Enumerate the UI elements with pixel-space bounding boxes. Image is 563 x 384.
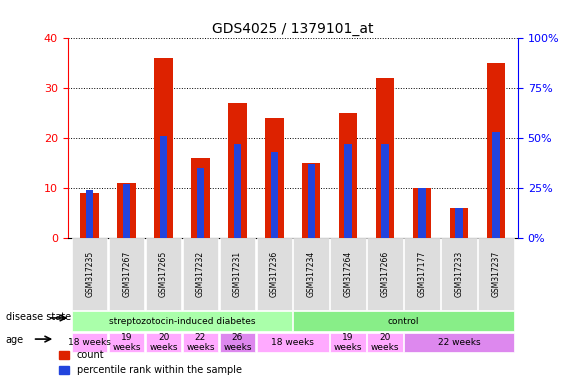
Bar [302, 163, 320, 238]
Bar [160, 136, 167, 238]
FancyBboxPatch shape [109, 333, 144, 352]
FancyBboxPatch shape [183, 238, 218, 310]
Text: GSM317265: GSM317265 [159, 251, 168, 297]
Text: streptozotocin-induced diabetes: streptozotocin-induced diabetes [109, 316, 255, 326]
FancyBboxPatch shape [146, 238, 181, 310]
Bar [234, 144, 241, 238]
FancyBboxPatch shape [404, 333, 513, 352]
Text: GSM317231: GSM317231 [233, 251, 242, 297]
Text: GSM317237: GSM317237 [491, 251, 501, 297]
Bar [450, 208, 468, 238]
Bar [191, 158, 209, 238]
FancyBboxPatch shape [367, 333, 403, 352]
Bar [197, 168, 204, 238]
Bar [418, 188, 426, 238]
Text: 22
weeks: 22 weeks [186, 333, 215, 352]
Text: GSM317234: GSM317234 [307, 251, 316, 297]
FancyBboxPatch shape [441, 238, 477, 310]
Text: GSM317233: GSM317233 [454, 251, 463, 297]
Text: 22 weeks: 22 weeks [437, 338, 480, 347]
Text: control: control [388, 316, 419, 326]
Text: GSM317235: GSM317235 [85, 251, 94, 297]
Title: GDS4025 / 1379101_at: GDS4025 / 1379101_at [212, 22, 373, 36]
Text: disease state: disease state [6, 312, 71, 322]
Bar [413, 188, 431, 238]
FancyBboxPatch shape [367, 238, 403, 310]
Bar [271, 152, 278, 238]
Text: 18 weeks: 18 weeks [271, 338, 314, 347]
Bar [154, 58, 173, 238]
Text: 19
weeks: 19 weeks [334, 333, 363, 352]
FancyBboxPatch shape [478, 238, 513, 310]
Bar [376, 78, 394, 238]
Bar [228, 103, 247, 238]
Bar [455, 208, 463, 238]
FancyBboxPatch shape [330, 238, 366, 310]
Bar [307, 164, 315, 238]
Bar [339, 113, 358, 238]
FancyBboxPatch shape [404, 238, 440, 310]
Bar [492, 132, 499, 238]
FancyBboxPatch shape [72, 238, 108, 310]
Text: GSM317177: GSM317177 [418, 251, 427, 297]
Text: age: age [6, 335, 24, 345]
FancyBboxPatch shape [146, 333, 181, 352]
Bar [86, 190, 93, 238]
Text: 19
weeks: 19 weeks [113, 333, 141, 352]
FancyBboxPatch shape [220, 238, 255, 310]
Text: 26
weeks: 26 weeks [223, 333, 252, 352]
Bar [486, 63, 505, 238]
Text: GSM317236: GSM317236 [270, 251, 279, 297]
Text: GSM317232: GSM317232 [196, 251, 205, 297]
Text: 18 weeks: 18 weeks [68, 338, 111, 347]
FancyBboxPatch shape [293, 311, 513, 331]
Bar [123, 184, 130, 238]
FancyBboxPatch shape [109, 238, 144, 310]
Text: GSM317267: GSM317267 [122, 251, 131, 297]
Text: GSM317266: GSM317266 [381, 251, 390, 297]
Text: 20
weeks: 20 weeks [371, 333, 399, 352]
FancyBboxPatch shape [72, 333, 108, 352]
Bar [81, 193, 99, 238]
Legend: count, percentile rank within the sample: count, percentile rank within the sample [56, 346, 246, 379]
Text: 20
weeks: 20 weeks [149, 333, 178, 352]
FancyBboxPatch shape [183, 333, 218, 352]
FancyBboxPatch shape [330, 333, 366, 352]
FancyBboxPatch shape [257, 333, 329, 352]
FancyBboxPatch shape [293, 238, 329, 310]
Bar [265, 118, 284, 238]
FancyBboxPatch shape [257, 238, 292, 310]
FancyBboxPatch shape [220, 333, 255, 352]
Bar [345, 144, 352, 238]
Bar [118, 183, 136, 238]
FancyBboxPatch shape [72, 311, 292, 331]
Bar [381, 144, 388, 238]
Text: GSM317264: GSM317264 [343, 251, 352, 297]
